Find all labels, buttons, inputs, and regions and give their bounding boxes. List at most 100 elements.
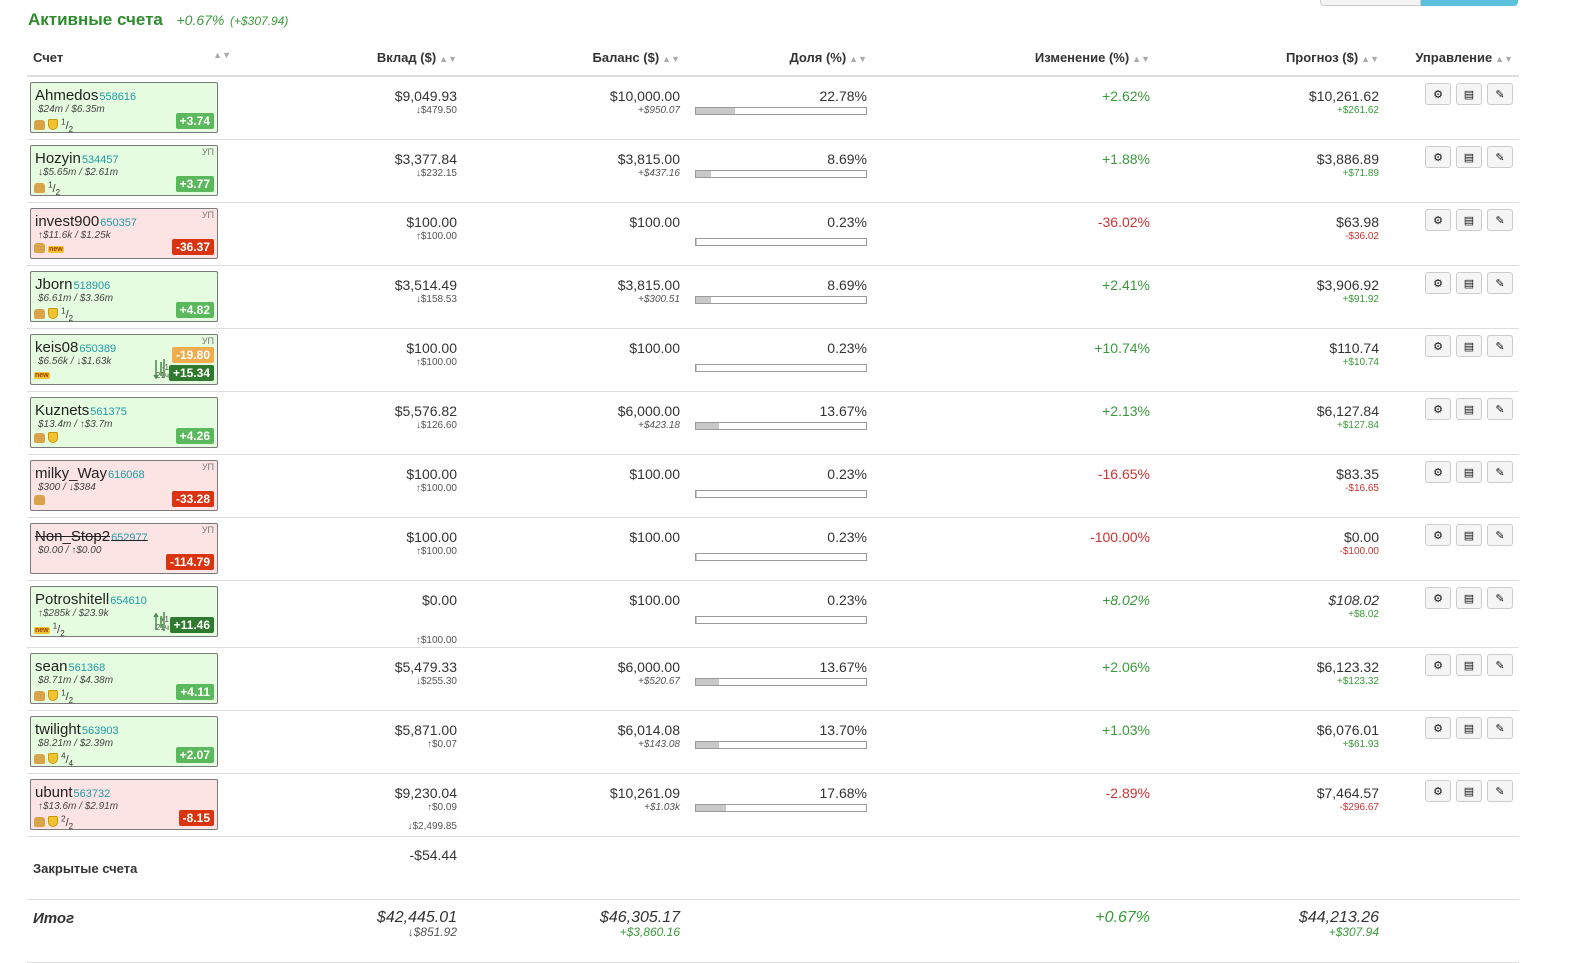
- report-button[interactable]: ▤: [1456, 398, 1482, 420]
- col-deposit-header[interactable]: Вклад ($)▲▼: [237, 40, 463, 76]
- total-forecast: $44,213.26: [1162, 900, 1379, 926]
- col-change-header[interactable]: Изменение (%)▲▼: [873, 40, 1156, 76]
- settings-button[interactable]: ⚙: [1425, 461, 1451, 483]
- account-name[interactable]: sean561368: [35, 658, 105, 675]
- account-card[interactable]: Jborn518906$6.61m / $3.36m 1/2+4.82: [30, 271, 218, 322]
- report-button[interactable]: ▤: [1456, 83, 1482, 105]
- account-name[interactable]: twilight563903: [35, 721, 119, 738]
- account-id: 652977: [111, 532, 148, 544]
- edit-button[interactable]: ✎: [1487, 587, 1513, 609]
- balance-sub: +$520.67: [469, 676, 680, 688]
- settings-button[interactable]: ⚙: [1425, 398, 1451, 420]
- settings-button[interactable]: ⚙: [1425, 83, 1451, 105]
- report-button[interactable]: ▤: [1456, 717, 1482, 739]
- list-icon: ▤: [1464, 403, 1474, 416]
- report-button[interactable]: ▤: [1456, 209, 1482, 231]
- managed-label: УП: [202, 147, 214, 157]
- edit-button[interactable]: ✎: [1487, 461, 1513, 483]
- account-card[interactable]: Kuznets561375$13.4m / ↑$3.7m +4.26: [30, 397, 218, 448]
- account-name[interactable]: Kuznets561375: [35, 402, 127, 419]
- share-value: 22.78%: [692, 77, 867, 105]
- account-name[interactable]: Potroshitell654610: [35, 591, 147, 608]
- report-button[interactable]: ▤: [1456, 524, 1482, 546]
- account-name[interactable]: Non_Stop2652977: [35, 528, 148, 545]
- report-button[interactable]: ▤: [1456, 587, 1482, 609]
- edit-button[interactable]: ✎: [1487, 272, 1513, 294]
- edit-button[interactable]: ✎: [1487, 146, 1513, 168]
- share-value: 0.23%: [692, 518, 867, 546]
- account-name[interactable]: Jborn518906: [35, 276, 110, 293]
- edit-button[interactable]: ✎: [1487, 83, 1513, 105]
- settings-button[interactable]: ⚙: [1425, 717, 1451, 739]
- account-name[interactable]: invest900650357: [35, 213, 137, 230]
- col-share-header[interactable]: Доля (%)▲▼: [686, 40, 873, 76]
- forecast-value: $108.02: [1162, 581, 1379, 609]
- account-name[interactable]: Hozyin534457: [35, 150, 119, 167]
- change-value: +2.41%: [879, 266, 1150, 294]
- edit-button[interactable]: ✎: [1487, 524, 1513, 546]
- col-account-label: Счет: [33, 50, 63, 65]
- settings-button[interactable]: ⚙: [1425, 146, 1451, 168]
- account-card[interactable]: sean561368$8.71m / $4.38m 1/2+4.11: [30, 653, 218, 704]
- settings-button[interactable]: ⚙: [1425, 272, 1451, 294]
- settings-button[interactable]: ⚙: [1425, 209, 1451, 231]
- col-forecast-header[interactable]: Прогноз ($)▲▼: [1156, 40, 1385, 76]
- pencil-icon: ✎: [1495, 403, 1504, 416]
- edit-button[interactable]: ✎: [1487, 654, 1513, 676]
- account-name[interactable]: keis08650389: [35, 339, 116, 356]
- report-button[interactable]: ▤: [1456, 146, 1482, 168]
- forecast-value: $10,261.62: [1162, 77, 1379, 105]
- account-name[interactable]: milky_Way616068: [35, 465, 145, 482]
- total-balance-sub: +$3,860.16: [469, 926, 680, 938]
- score-badge: -33.28: [172, 491, 214, 507]
- account-stats: ↑$11.6k / $1.25k: [38, 230, 111, 241]
- edit-button[interactable]: ✎: [1487, 780, 1513, 802]
- report-button[interactable]: ▤: [1456, 272, 1482, 294]
- settings-button[interactable]: ⚙: [1425, 335, 1451, 357]
- account-card[interactable]: Ahmedos558616$24m / $6.35m 1/2+3.74: [30, 82, 218, 133]
- forecast-sub: +$91.92: [1162, 294, 1379, 306]
- col-balance-header[interactable]: Баланс ($)▲▼: [463, 40, 686, 76]
- report-button[interactable]: ▤: [1456, 461, 1482, 483]
- edit-button[interactable]: ✎: [1487, 717, 1513, 739]
- report-button[interactable]: ▤: [1456, 780, 1482, 802]
- col-account-header[interactable]: Счет▲▼: [27, 40, 237, 76]
- fraction-label: 4/4: [61, 754, 73, 766]
- settings-button[interactable]: ⚙: [1425, 524, 1451, 546]
- fraction-label: 1/2: [53, 624, 65, 636]
- col-manage-header[interactable]: Управление▲▼: [1385, 40, 1519, 76]
- edit-button[interactable]: ✎: [1487, 335, 1513, 357]
- account-icons: 1/2: [34, 117, 73, 133]
- account-card[interactable]: twilight563903$8.21m / $2.39m 4/4+2.07: [30, 716, 218, 767]
- edit-button[interactable]: ✎: [1487, 209, 1513, 231]
- view-toggle-right-button[interactable]: [1421, 0, 1518, 6]
- account-icons: [34, 432, 58, 445]
- account-id: 650357: [100, 217, 137, 229]
- account-name[interactable]: Ahmedos558616: [35, 87, 136, 104]
- settings-button[interactable]: ⚙: [1425, 780, 1451, 802]
- settings-button[interactable]: ⚙: [1425, 587, 1451, 609]
- thumbs-up-icon: [34, 309, 45, 319]
- report-button[interactable]: ▤: [1456, 335, 1482, 357]
- pencil-icon: ✎: [1495, 151, 1504, 164]
- view-toggle-left-button[interactable]: [1320, 0, 1421, 6]
- deposit-sub: ↑$0.09: [243, 802, 457, 814]
- edit-button[interactable]: ✎: [1487, 398, 1513, 420]
- account-name[interactable]: ubunt563732: [35, 784, 110, 801]
- deposit-value: $3,377.84: [243, 140, 457, 168]
- settings-button[interactable]: ⚙: [1425, 654, 1451, 676]
- account-card[interactable]: ubunt563732↑$13.6m / $2.91m 2/2-8.15: [30, 779, 218, 830]
- share-bar: [695, 364, 867, 372]
- report-button[interactable]: ▤: [1456, 654, 1482, 676]
- account-stats: $300 / ↓$384: [38, 482, 96, 493]
- fraction-label: 1/2: [61, 120, 73, 132]
- thumbs-up-icon: [34, 817, 45, 827]
- score-badge: +11.46: [170, 617, 214, 633]
- change-value: -2.89%: [879, 774, 1150, 802]
